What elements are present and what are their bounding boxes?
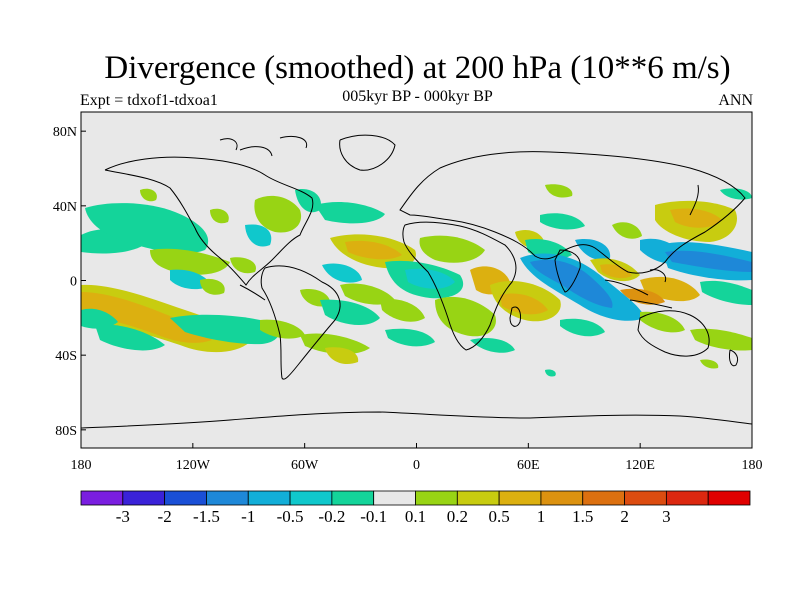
- colorbar-swatch: [540, 490, 584, 506]
- colorbar-label: 0.5: [489, 507, 510, 526]
- colorbar-swatch: [373, 490, 416, 506]
- colorbar-swatch: [665, 490, 709, 506]
- colorbar-label: 0.1: [405, 507, 426, 526]
- divergence-field: [81, 184, 752, 377]
- map-subtitle: 005kyr BP - 000kyr BP: [342, 88, 493, 105]
- lat-tick-label: 80S: [55, 424, 77, 439]
- colorbar-swatch: [456, 490, 500, 506]
- colorbar-label: -0.1: [360, 507, 387, 526]
- colorbar-label: 2: [620, 507, 629, 526]
- colorbar-swatch: [164, 490, 207, 506]
- colorbar-label: 1: [537, 507, 546, 526]
- colorbar-label: 0.2: [447, 507, 468, 526]
- longitude-axis: 180 120W 60W 0 60E 120E 180: [71, 443, 763, 473]
- lon-tick-label: 60E: [517, 458, 540, 473]
- lat-tick-label: 0: [70, 275, 77, 290]
- colorbar-swatch: [415, 490, 458, 506]
- colorbar-swatch: [707, 490, 751, 506]
- colorbar-swatch: [247, 490, 291, 506]
- lon-tick-label: 0: [413, 458, 420, 473]
- colorbar-label: -1.5: [193, 507, 220, 526]
- lon-tick-label: 60W: [291, 458, 319, 473]
- season-label: ANN: [718, 92, 753, 109]
- colorbar-label: 3: [662, 507, 671, 526]
- map-title: Divergence (smoothed) at 200 hPa (10**6 …: [104, 50, 731, 86]
- lat-tick-label: 40S: [55, 349, 77, 364]
- colorbar-swatch: [331, 490, 375, 506]
- coastlines: [81, 134, 752, 429]
- colorbar-swatch: [624, 490, 667, 506]
- colorbar-swatch: [582, 490, 625, 506]
- colorbar-label: -1: [241, 507, 255, 526]
- colorbar-swatch: [122, 490, 166, 506]
- colorbar-label: 1.5: [572, 507, 593, 526]
- colorbar-swatch: [206, 490, 249, 506]
- lat-tick-label: 80N: [53, 125, 77, 140]
- experiment-label: Expt = tdxof1-tdxoa1: [80, 92, 218, 109]
- map-plot-area: [81, 112, 752, 448]
- colorbar-label: -2: [158, 507, 172, 526]
- latitude-axis: 80N 40N 0 40S 80S: [53, 125, 86, 439]
- colorbar-label: -0.2: [318, 507, 345, 526]
- colorbar-label: -0.5: [277, 507, 304, 526]
- lon-tick-label: 120E: [625, 458, 655, 473]
- lat-tick-label: 40N: [53, 200, 77, 215]
- colorbar: -3 -2 -1.5 -1 -0.5 -0.2 -0.1 0.1 0.2 0.5 1 1.5 2 3: [80, 490, 751, 526]
- lon-tick-label: 180: [742, 458, 763, 473]
- colorbar-label: -3: [116, 507, 130, 526]
- colorbar-swatch: [498, 490, 542, 506]
- lon-tick-label: 180: [71, 458, 92, 473]
- lon-tick-label: 120W: [176, 458, 211, 473]
- colorbar-swatch: [289, 490, 333, 506]
- colorbar-swatch: [80, 490, 124, 506]
